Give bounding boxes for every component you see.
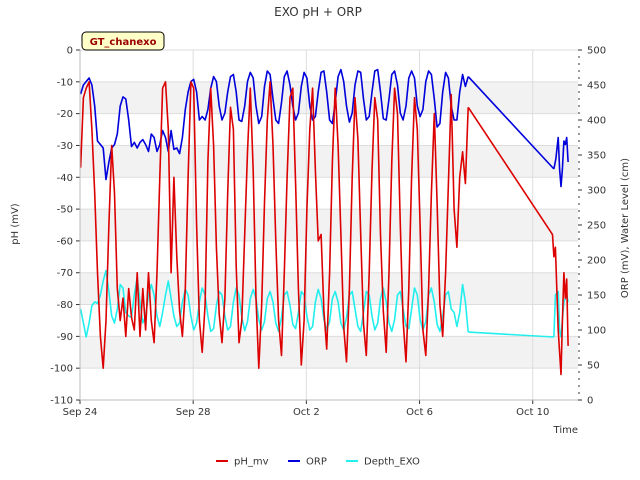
y-tick-label-left: -10 (57, 77, 73, 88)
series-line-ph-mv (79, 81, 469, 369)
series-layer (79, 68, 569, 376)
y-tick-label-right: 500 (587, 46, 606, 57)
y-tick-label-right: 400 (587, 116, 606, 127)
y-axis-label-left: pH (mV) (10, 203, 21, 245)
legend-label: ORP (306, 457, 327, 468)
y-tick-label-right: 150 (587, 291, 606, 302)
chart-title: EXO pH + ORP (274, 5, 362, 19)
series-line-ph-mv (551, 234, 569, 376)
y-tick-label-left: -80 (57, 300, 73, 311)
y-tick-label-left: -20 (57, 109, 73, 120)
y-tick-label-left: -70 (57, 268, 73, 279)
legend-label: pH_mv (234, 457, 269, 468)
legend: pH_mv ORP Depth_EXO (216, 457, 420, 468)
y-tick-label-right: 350 (587, 151, 606, 162)
y-tick-label-left: -90 (57, 332, 73, 343)
series-connector-ph-mv (467, 106, 554, 235)
x-tick-label: Oct 2 (293, 407, 320, 418)
axes: 0-10-20-30-40-50-60-70-80-90-100-110Sep … (50, 46, 606, 419)
site-label-text: GT_chanexo (90, 37, 157, 48)
plot-band (80, 209, 578, 241)
plot-band (80, 145, 578, 178)
y-tick-label-left: -110 (50, 396, 73, 407)
site-label-box (81, 31, 165, 51)
series-connector-orp (467, 76, 555, 170)
y-tick-label-left: -40 (57, 173, 73, 184)
x-tick-label: Sep 28 (176, 407, 211, 418)
y-tick-label-left: -30 (57, 141, 73, 152)
y-tick-label-right: 200 (587, 256, 606, 267)
x-tick-label: Oct 10 (516, 407, 549, 418)
y-tick-label-right: 0 (587, 396, 593, 407)
x-tick-label: Sep 24 (63, 407, 98, 418)
x-tick-label: Oct 6 (406, 407, 433, 418)
y-tick-label-right: 100 (587, 326, 606, 337)
plot-band (80, 336, 578, 369)
y-tick-label-right: 50 (587, 361, 600, 372)
x-axis-label: Time (553, 425, 578, 436)
series-line-orp (553, 136, 569, 188)
series-connector-depth-exo (468, 331, 554, 338)
y-tick-label-right: 450 (587, 81, 606, 92)
site-label-badge: GT_chanexo (81, 31, 165, 51)
y-tick-label-left: -60 (57, 236, 73, 247)
series-line-orp (79, 68, 469, 181)
y-tick-label-right: 300 (587, 186, 606, 197)
y-tick-label-left: 0 (67, 46, 73, 57)
legend-label: Depth_EXO (364, 457, 420, 468)
y-axis-label-right: ORP (mV), Water Level (cm) (620, 158, 631, 298)
y-tick-label-left: -100 (50, 364, 73, 375)
y-tick-label-left: -50 (57, 205, 73, 216)
y-tick-label-right: 250 (587, 221, 606, 232)
